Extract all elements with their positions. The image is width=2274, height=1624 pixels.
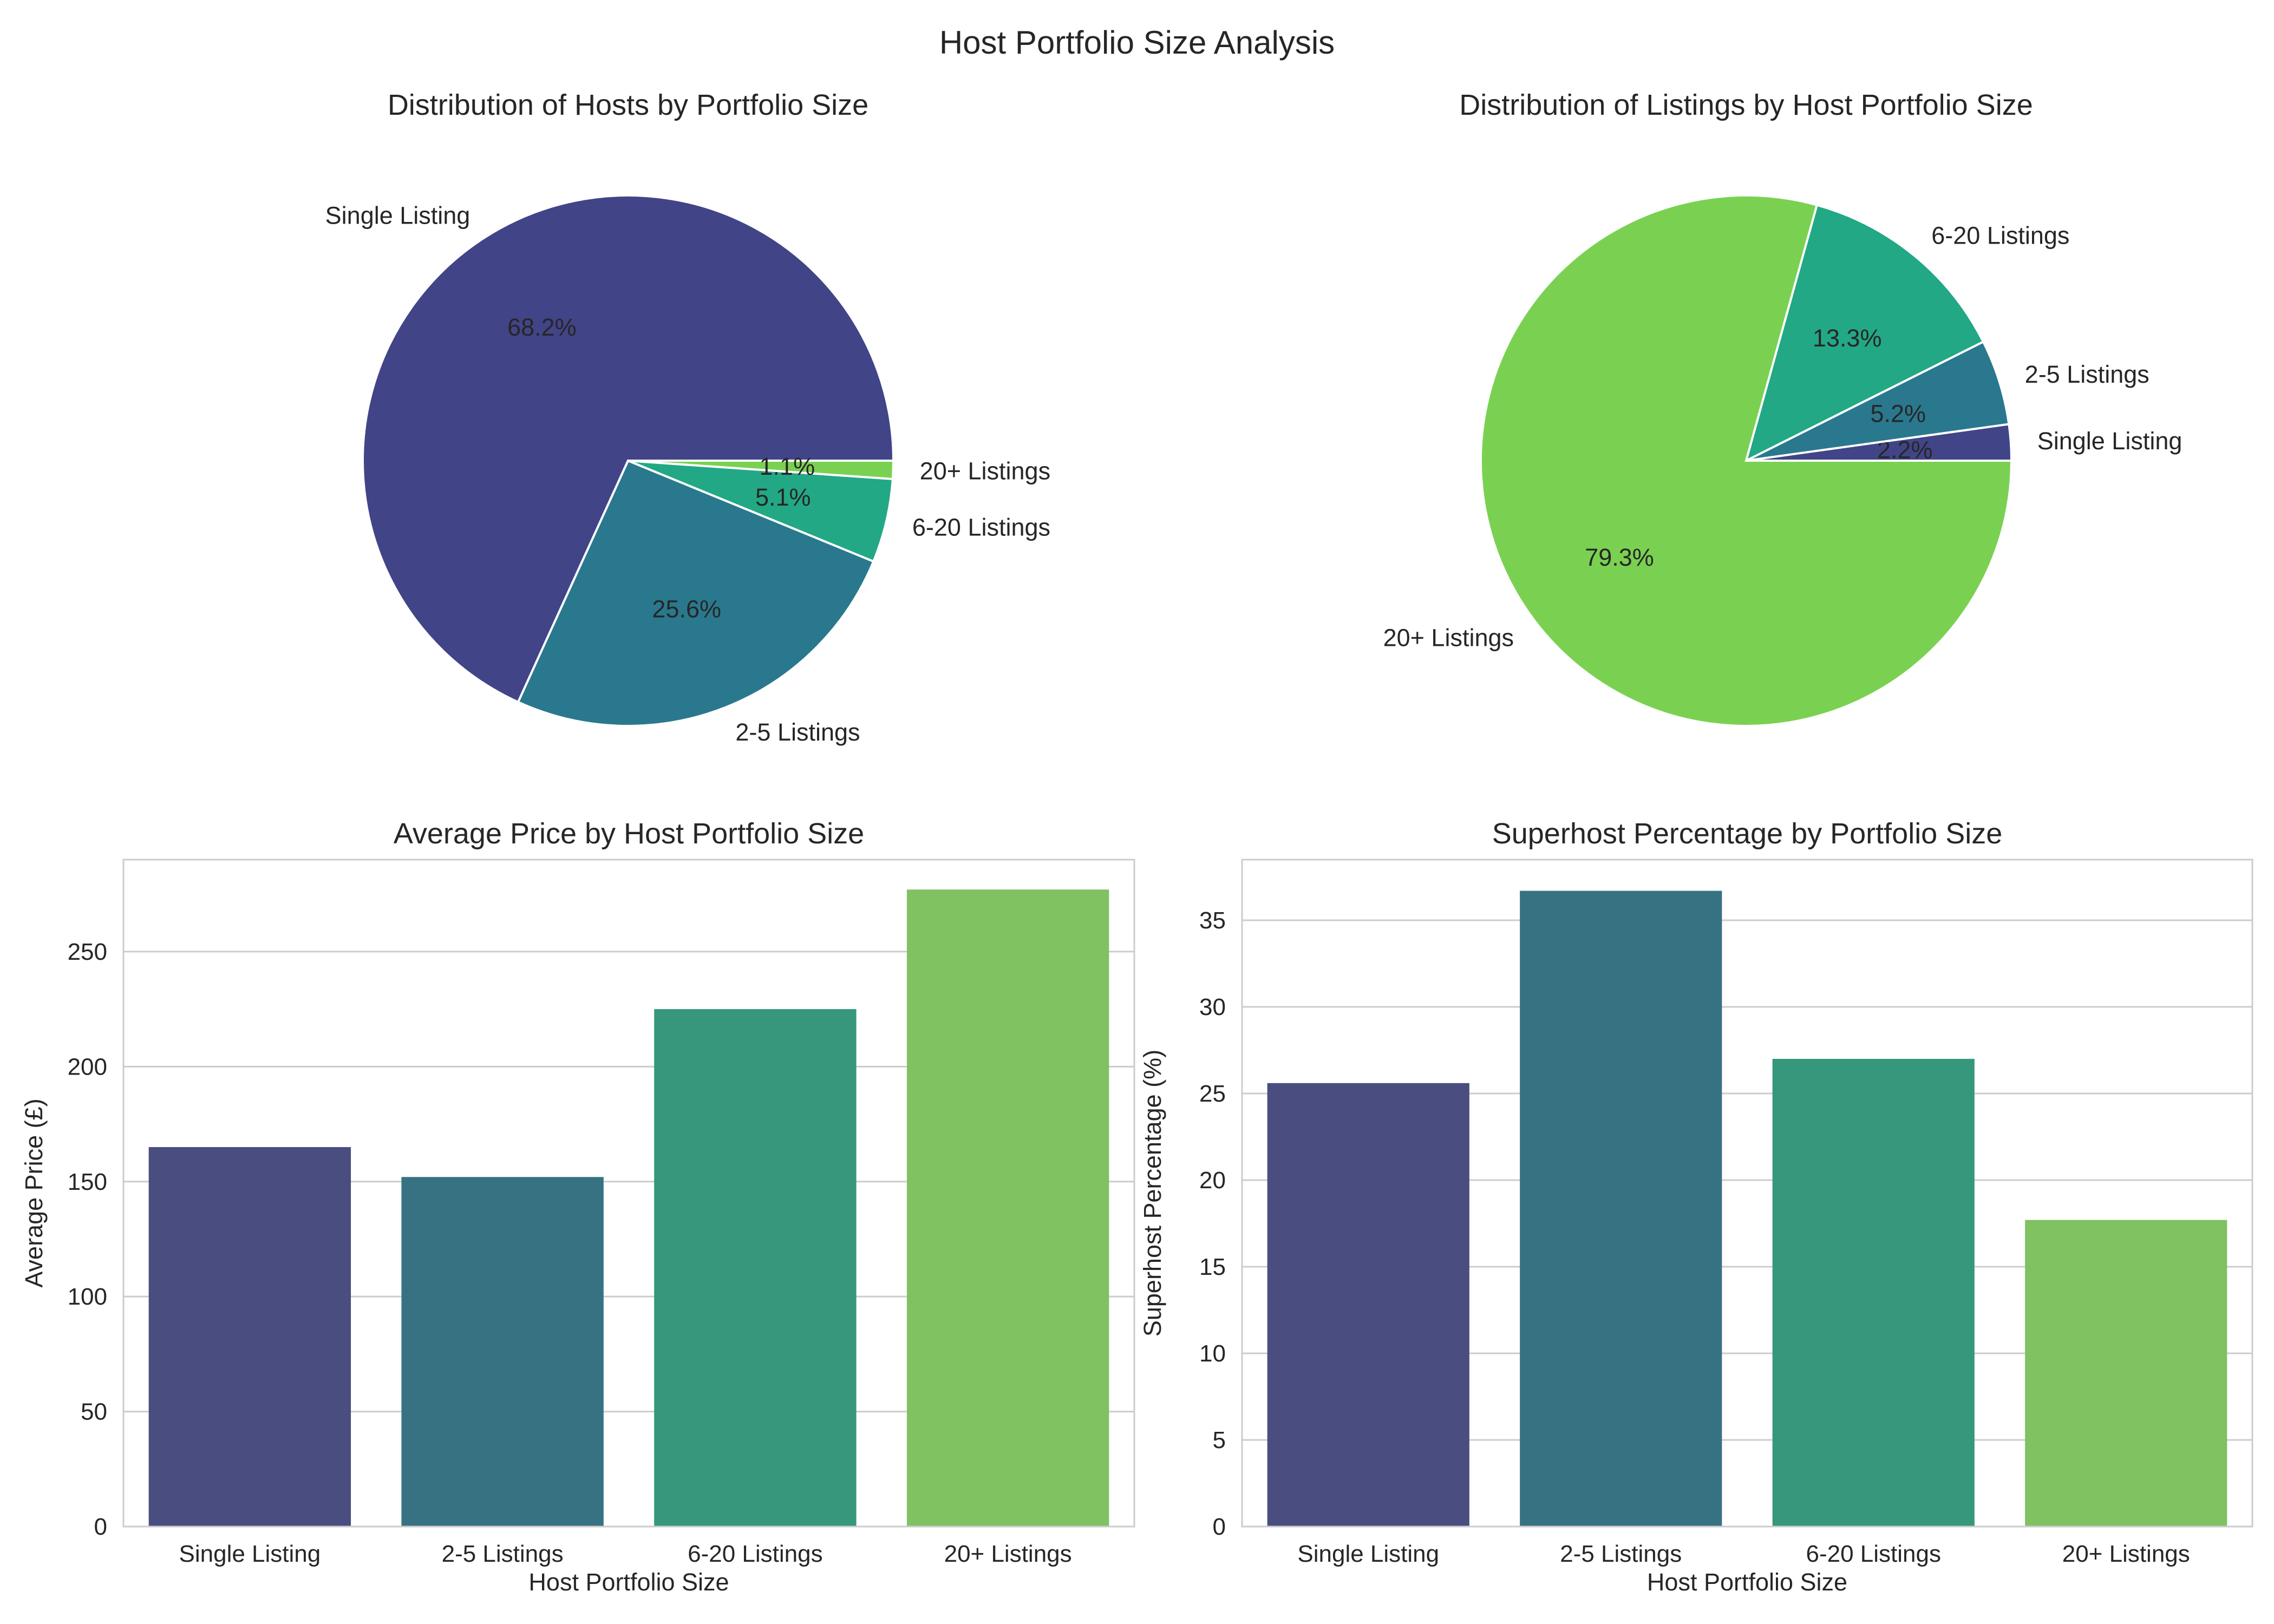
bar-single-listing: [148, 1147, 351, 1527]
y-tick-label: 0: [1213, 1514, 1226, 1540]
bar-6-20-listings: [1772, 1059, 1975, 1527]
pie-slice-20-listings: [628, 460, 895, 480]
pie-slice-single-listing: [362, 194, 895, 704]
bar-chart-title: Superhost Percentage by Portfolio Size: [1492, 817, 2003, 850]
y-tick-label: 15: [1199, 1254, 1226, 1280]
pie-slice-6-20-listings: [1744, 204, 1985, 463]
bar-chart-title: Average Price by Host Portfolio Size: [394, 817, 864, 850]
x-axis-label: Host Portfolio Size: [528, 1568, 729, 1596]
x-tick-label-2-5-listings: 2-5 Listings: [1560, 1541, 1682, 1567]
y-tick-label: 30: [1199, 994, 1226, 1020]
plot-frame: [1241, 859, 2253, 1528]
x-tick-label-2-5-listings: 2-5 Listings: [442, 1541, 564, 1567]
x-tick-label-20-listings: 20+ Listings: [2062, 1541, 2190, 1567]
x-axis-label: Host Portfolio Size: [1647, 1568, 1847, 1596]
x-tick-label-20-listings: 20+ Listings: [944, 1541, 1072, 1567]
y-tick-label: 50: [81, 1399, 107, 1425]
y-tick-label: 150: [68, 1169, 107, 1195]
bar-2-5-listings: [1520, 890, 1722, 1527]
y-tick-label: 20: [1199, 1167, 1226, 1194]
y-tick-label: 250: [68, 939, 107, 965]
pie-pct-20-listings: 79.3%: [1585, 543, 1654, 571]
pie-title: Distribution of Listings by Host Portfol…: [1459, 89, 2033, 121]
pie-slice-20-listings: [1480, 194, 2013, 727]
pie-pct-20-listings: 1.1%: [760, 453, 815, 480]
x-tick-label-single-listing: Single Listing: [179, 1541, 321, 1567]
avg-price-bar-chart: Average Price by Host Portfolio Size 0 50 1…: [20, 817, 1135, 1596]
y-axis-label: Average Price (£): [20, 1098, 48, 1287]
bar-20-listings: [906, 889, 1109, 1527]
pie-pct-2-5-listings: 25.6%: [652, 595, 721, 623]
pie-label-2-5-listings: 2-5 Listings: [2025, 361, 2149, 388]
bar-2-5-listings: [401, 1177, 604, 1527]
y-tick-label: 0: [94, 1514, 107, 1540]
pie-slice-2-5-listings: [1746, 340, 2010, 462]
y-tick-label: 5: [1213, 1427, 1226, 1453]
listings-pie-chart: Distribution of Listings by Host Portfol…: [1383, 89, 2182, 727]
y-tick-label: 25: [1199, 1081, 1226, 1107]
x-tick-label-single-listing: Single Listing: [1297, 1541, 1439, 1567]
plot-frame: [122, 859, 1135, 1528]
pie-pct-6-20-listings: 5.1%: [755, 483, 811, 511]
pie-pct-2-5-listings: 5.2%: [1870, 400, 1926, 428]
pie-pct-single-listing: 68.2%: [507, 313, 577, 341]
pie-label-single-listing: Single Listing: [325, 202, 471, 230]
x-tick-label-6-20-listings: 6-20 Listings: [688, 1541, 822, 1567]
pie-title: Distribution of Hosts by Portfolio Size: [388, 89, 868, 121]
pie-slice-2-5-listings: [517, 459, 875, 727]
pie-label-6-20-listings: 6-20 Listings: [1931, 222, 2069, 250]
y-axis-label: Superhost Percentage (%): [1139, 1050, 1166, 1337]
y-tick-label: 35: [1199, 907, 1226, 934]
superhost-bar-chart: Superhost Percentage by Portfolio Size 0 5…: [1139, 817, 2253, 1596]
pie-label-6-20-listings: 6-20 Listings: [912, 514, 1050, 541]
y-tick-label: 200: [68, 1053, 107, 1080]
bar-single-listing: [1267, 1083, 1469, 1527]
pie-label-20-listings: 20+ Listings: [920, 457, 1050, 485]
bar-20-listings: [2025, 1220, 2227, 1527]
bar-6-20-listings: [654, 1009, 857, 1527]
hosts-pie-chart: Distribution of Hosts by Portfolio Size S…: [325, 89, 1050, 746]
y-tick-label: 10: [1199, 1340, 1226, 1367]
pie-pct-6-20-listings: 13.3%: [1813, 324, 1882, 352]
pie-label-single-listing: Single Listing: [2037, 427, 2182, 455]
pie-slice-6-20-listings: [628, 460, 894, 563]
x-tick-label-6-20-listings: 6-20 Listings: [1806, 1541, 1941, 1567]
figure-title: Host Portfolio Size Analysis: [939, 24, 1335, 61]
pie-label-2-5-listings: 2-5 Listings: [735, 718, 860, 746]
y-tick-label: 100: [68, 1284, 107, 1310]
pie-label-20-listings: 20+ Listings: [1383, 624, 1514, 651]
